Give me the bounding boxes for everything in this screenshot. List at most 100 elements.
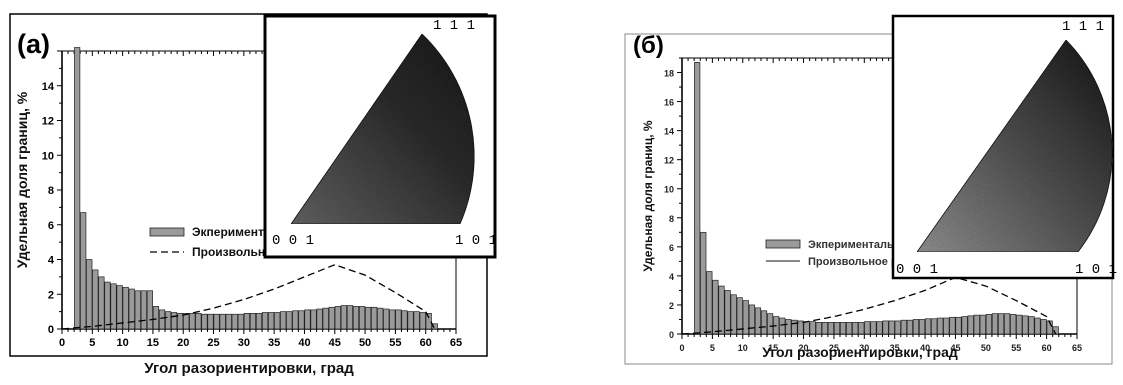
legend-swatch-bars xyxy=(765,239,801,249)
y-tick-label: 0 xyxy=(669,330,674,340)
bar xyxy=(724,290,731,335)
bar xyxy=(700,231,707,335)
y-tick-label: 18 xyxy=(664,69,674,79)
y-tick-label: 6 xyxy=(48,220,54,232)
bar xyxy=(116,285,123,330)
bar xyxy=(401,310,408,330)
bar xyxy=(779,317,786,335)
bar xyxy=(985,314,992,335)
bar xyxy=(292,310,299,330)
y-tick-label: 10 xyxy=(664,185,674,195)
bar xyxy=(833,322,841,335)
bar xyxy=(712,279,719,335)
bar xyxy=(389,309,396,330)
bar xyxy=(334,306,341,330)
bar xyxy=(255,313,263,330)
bar xyxy=(852,322,859,335)
bar xyxy=(419,312,426,330)
random-distribution-line xyxy=(61,264,436,330)
bar xyxy=(846,322,853,335)
y-tick-label: 14 xyxy=(42,81,55,93)
bar xyxy=(827,322,834,335)
bar xyxy=(328,306,335,330)
x-axis-title: Угол разориентировки, град xyxy=(144,360,354,377)
pole-label-001: 0 0 1 xyxy=(896,262,938,278)
bar xyxy=(304,309,311,330)
chart-panel-b: 0 5 10 15 20 25 30 35 40 45 50 55 60 65 0 2 4 6 8 10 12 14 16 1… xyxy=(624,14,1117,365)
bar xyxy=(979,314,986,335)
bar xyxy=(888,320,895,335)
x-tick-label: 65 xyxy=(450,337,462,349)
bar xyxy=(815,322,822,335)
bar xyxy=(967,315,974,335)
bar xyxy=(407,311,414,330)
x-tick-label: 0 xyxy=(59,337,65,349)
bar xyxy=(249,313,257,330)
y-tick-label: 8 xyxy=(669,214,674,224)
x-tick-label: 30 xyxy=(238,337,250,349)
bar xyxy=(760,310,768,335)
x-tick-label: 50 xyxy=(359,337,371,349)
random-distribution-line xyxy=(681,276,1057,335)
x-tick-label: 0 xyxy=(679,343,684,353)
y-tick-label: 12 xyxy=(664,156,674,166)
bar xyxy=(900,319,907,335)
bar xyxy=(718,285,725,335)
bar xyxy=(1004,313,1011,335)
bar xyxy=(164,311,172,330)
bar xyxy=(316,308,323,330)
bar xyxy=(1022,315,1029,335)
bar xyxy=(243,313,250,330)
bar xyxy=(286,311,293,330)
x-tick-label: 40 xyxy=(298,337,310,349)
bar xyxy=(730,294,737,335)
bar xyxy=(1016,314,1023,335)
x-tick-label: 55 xyxy=(1011,343,1021,353)
bar xyxy=(906,319,913,335)
x-tick-label: 40 xyxy=(920,343,930,353)
bar xyxy=(152,306,160,330)
y-tick-label: 2 xyxy=(48,289,54,301)
bar xyxy=(839,322,847,335)
x-tick-label: 35 xyxy=(890,343,900,353)
bar xyxy=(298,310,305,330)
bar xyxy=(134,290,141,330)
bar xyxy=(997,313,1005,335)
bar xyxy=(1040,319,1047,335)
ipf-sector xyxy=(916,39,1113,253)
x-tick-label: 35 xyxy=(268,337,280,349)
bar xyxy=(949,316,956,335)
bar xyxy=(146,290,153,330)
legend-swatch-bars xyxy=(149,227,185,237)
bar xyxy=(207,313,214,330)
y-tick-label: 14 xyxy=(664,127,674,137)
bar xyxy=(274,312,281,330)
bar xyxy=(189,313,196,330)
bar xyxy=(894,320,901,335)
pole-label-101: 1 0 1 xyxy=(455,233,497,249)
bar xyxy=(231,313,238,330)
bar xyxy=(158,309,166,330)
bar xyxy=(809,321,816,335)
bar xyxy=(128,288,135,330)
y-tick-label: 2 xyxy=(669,301,674,311)
bar xyxy=(694,62,701,335)
bar xyxy=(955,316,962,335)
bar xyxy=(961,316,968,335)
x-tick-label: 5 xyxy=(89,337,95,349)
bar xyxy=(261,312,269,330)
bar xyxy=(383,308,390,330)
bar xyxy=(991,313,999,335)
x-tick-label: 50 xyxy=(981,343,991,353)
x-tick-label: 45 xyxy=(950,343,960,353)
bar xyxy=(237,313,244,330)
pole-label-111: 1 1 1 xyxy=(1062,19,1104,35)
inverse-pole-figure-inset: 0 0 1 1 0 1 1 1 1 xyxy=(891,14,1117,280)
bar xyxy=(377,307,384,330)
bar xyxy=(918,319,926,335)
bar xyxy=(742,300,749,335)
bar xyxy=(925,318,932,335)
bar xyxy=(785,319,792,335)
bar xyxy=(195,313,202,330)
